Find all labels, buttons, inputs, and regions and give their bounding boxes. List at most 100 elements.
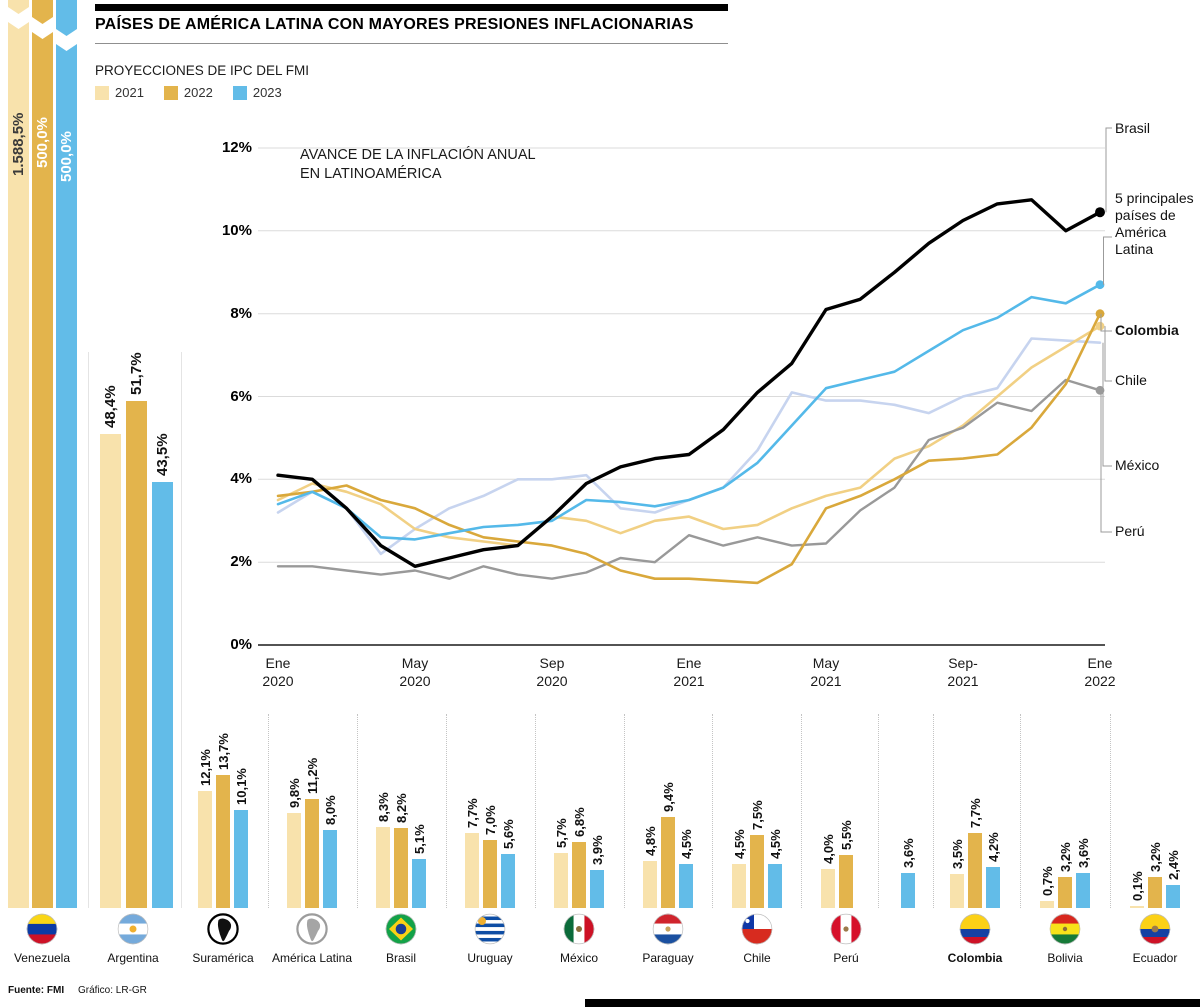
bar-break-cap-venezuela <box>8 0 29 14</box>
mini-bar-peru-2023 <box>901 873 915 908</box>
legend-label: 2021 <box>115 85 144 100</box>
mini-bar-brasil-2021 <box>376 827 390 908</box>
mini-bar-label: 3,2% <box>1058 842 1073 872</box>
mini-bar-bolivia-2023 <box>1076 873 1090 908</box>
peru-flag-icon <box>830 913 862 945</box>
mini-bar-mexico-2023 <box>590 870 604 908</box>
country-name-chile: Chile <box>743 951 771 965</box>
mini-bar-label: 0,1% <box>1130 871 1145 901</box>
endpoint-dot-brasil <box>1095 207 1105 218</box>
mini-bar-label: 3,5% <box>950 839 965 870</box>
series-label-colombia: Colombia <box>1115 322 1179 338</box>
mini-bar-label: 5,6% <box>501 819 516 849</box>
footer-rule <box>585 999 1200 1007</box>
bar-venezuela-2021 <box>8 22 29 908</box>
country-name-colombia: Colombia <box>947 951 1003 965</box>
bar-label: 48,4% <box>102 385 119 428</box>
mini-bar-label: 8,2% <box>394 793 409 824</box>
mini-bar-america-latina-2021 <box>287 812 301 908</box>
mini-bar-label: 10,1% <box>234 768 249 806</box>
country-name-bolivia: Bolivia <box>1047 951 1083 965</box>
series-label-mexico: México <box>1115 457 1160 473</box>
endpoint-dot-5-principales-paises-de-america-latina <box>1095 280 1105 290</box>
y-tick-label: 0% <box>230 636 252 653</box>
series-line-5-principales-paises-de-america-latina <box>276 283 1102 541</box>
mini-bar-america-latina-2022 <box>305 799 319 908</box>
legend-swatch-2022 <box>163 85 178 100</box>
flag-colombia <box>959 913 991 945</box>
legend-item-2023: 2023 <box>232 85 282 100</box>
title-top-bar <box>95 4 728 11</box>
mini-chart-separator <box>446 714 447 908</box>
mini-chart-separator <box>801 714 802 908</box>
country-name-america-latina: América Latina <box>271 951 353 965</box>
mini-chart-separator <box>535 714 536 908</box>
mini-bar-ecuador-2023 <box>1166 884 1180 908</box>
mini-bar-suramerica-2021 <box>198 790 212 908</box>
x-tick-label: May 2020 <box>399 655 431 690</box>
leader-line-peru <box>1100 390 1112 533</box>
suramerica-flag-icon <box>207 913 239 945</box>
bar-label: 43,5% <box>154 433 171 476</box>
country-name-paraguay: Paraguay <box>642 951 694 965</box>
leader-line-5-principales-paises-de-america-latina <box>1103 236 1112 285</box>
mini-chart-separator <box>1110 714 1111 908</box>
mini-bar-label: 3,6% <box>1076 838 1091 869</box>
flag-chile <box>741 913 773 945</box>
y-tick-label: 12% <box>221 139 252 156</box>
x-tick-label: Sep- 2021 <box>947 655 979 690</box>
mini-chart-separator <box>878 714 879 908</box>
legend-label: 2022 <box>183 85 213 100</box>
argentina-flag-icon <box>117 913 149 945</box>
legend-item-2021: 2021 <box>95 85 144 100</box>
bar-venezuela-2022 <box>32 32 53 908</box>
leader-line-mexico <box>1102 342 1112 467</box>
country-name-brasil: Brasil <box>385 951 416 965</box>
mini-bar-label: 8,3% <box>376 792 391 823</box>
venezuela-flag-icon <box>26 913 58 945</box>
mini-bar-mexico-2021 <box>554 852 568 908</box>
mini-bar-peru-2021 <box>821 869 835 908</box>
mini-bar-label: 5,5% <box>839 820 854 850</box>
legend-title: PROYECCIONES DE IPC DEL FMI <box>95 63 310 78</box>
flag-paraguay <box>652 913 684 945</box>
mini-bar-america-latina-2023 <box>323 830 337 908</box>
mini-bar-label: 12,1% <box>198 748 213 786</box>
mini-bar-label: 5,7% <box>554 818 569 848</box>
footer-source: Fuente: FMI <box>8 985 65 996</box>
line-chart-annotation: AVANCE DE LA INFLACIÓN ANUAL EN LATINOAM… <box>300 147 536 182</box>
y-tick-label: 2% <box>230 553 252 571</box>
mini-bar-label: 13,7% <box>216 733 231 771</box>
country-name-mexico: México <box>559 951 598 965</box>
leader-line-colombia <box>1100 313 1112 332</box>
mini-bar-label: 9,4% <box>661 782 676 812</box>
bar-label: 51,7% <box>128 352 145 395</box>
mexico-flag-icon <box>563 913 595 945</box>
bar-label: 1.588,5% <box>10 112 27 176</box>
mini-bar-chile-2021 <box>732 864 746 908</box>
bar-break-cap-venezuela <box>32 0 53 24</box>
mini-bar-chile-2023 <box>768 864 782 908</box>
ecuador-flag-icon <box>1139 913 1171 945</box>
mini-bar-label: 3,2% <box>1148 842 1163 872</box>
flag-uruguay <box>474 913 506 945</box>
series-label-peru: Perú <box>1115 523 1145 539</box>
mini-chart-separator <box>712 714 713 908</box>
mini-bar-label: 7,5% <box>750 800 765 831</box>
y-tick-label: 10% <box>221 221 252 239</box>
leader-line-chile <box>1104 326 1112 382</box>
country-name-ecuador: Ecuador <box>1132 951 1178 965</box>
mini-bar-mexico-2022 <box>572 842 586 908</box>
footer-credit: Gráfico: LR-GR <box>78 985 147 996</box>
flag-bolivia <box>1049 913 1081 945</box>
bar-label: 500,0% <box>58 131 75 182</box>
series-line-mexico <box>276 337 1102 556</box>
mini-bar-uruguay-2022 <box>483 840 497 908</box>
mini-bar-chile-2022 <box>750 835 764 908</box>
country-name-uruguay: Uruguay <box>467 951 513 965</box>
country-name-venezuela: Venezuela <box>13 951 71 965</box>
mini-bar-paraguay-2023 <box>679 864 693 908</box>
series-label-brasil: Brasil <box>1115 120 1151 136</box>
mini-bar-label: 7,7% <box>968 798 983 829</box>
